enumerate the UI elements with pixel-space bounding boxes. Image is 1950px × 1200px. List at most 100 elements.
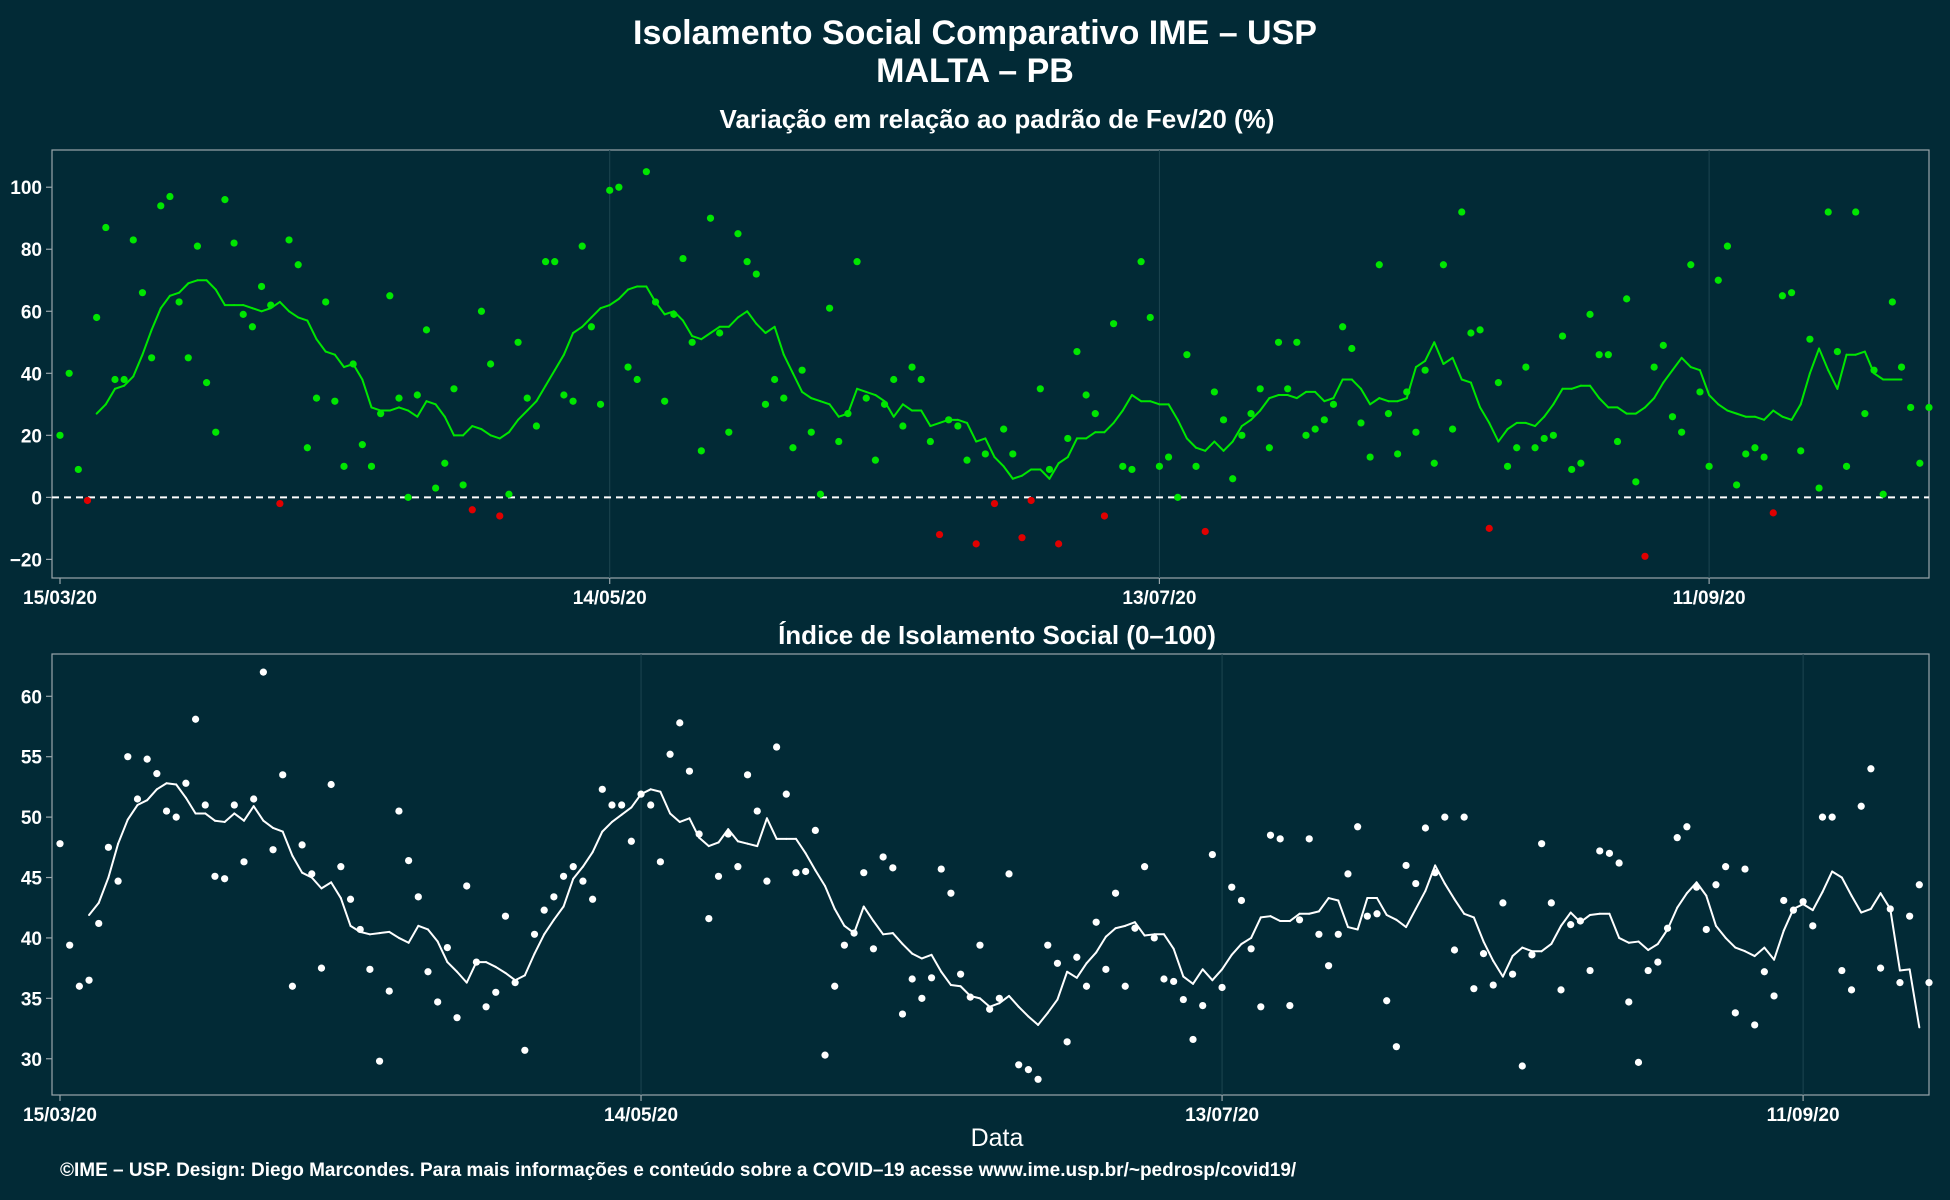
variation-trend-segment xyxy=(242,304,254,310)
variation-trend-segment xyxy=(132,353,144,378)
variation-trend-segment xyxy=(874,394,886,403)
index-trend-segment xyxy=(1472,916,1485,943)
y-tick-label: 0 xyxy=(31,488,42,509)
variation-point-positive xyxy=(789,444,797,452)
variation-point-positive xyxy=(404,493,412,501)
variation-point-positive xyxy=(1302,431,1310,439)
x-tick-label: 13/07/20 xyxy=(1122,588,1196,609)
variation-trend-segment xyxy=(1149,400,1161,406)
variation-point-positive xyxy=(651,298,660,306)
index-point xyxy=(1160,975,1168,983)
variation-trend-segment xyxy=(709,325,721,334)
variation-point-positive xyxy=(880,400,889,408)
variation-trend-segment xyxy=(1039,468,1051,480)
variation-trend-segment xyxy=(288,310,300,319)
variation-trend-segment xyxy=(1121,394,1133,412)
variation-point-positive xyxy=(899,422,907,430)
index-point xyxy=(559,872,568,880)
variation-point-negative xyxy=(496,512,504,520)
index-trend-segment xyxy=(1908,968,1921,1029)
variation-trend-segment xyxy=(1589,384,1601,400)
variation-point-positive xyxy=(1650,363,1658,371)
variation-point-positive xyxy=(358,441,366,449)
variation-point-positive xyxy=(1192,462,1200,470)
variation-point-positive xyxy=(642,168,650,176)
index-point xyxy=(714,872,723,880)
variation-point-positive xyxy=(1329,400,1338,408)
variation-point-positive xyxy=(285,236,293,244)
variation-trend-segment xyxy=(260,307,272,313)
variation-trend-segment xyxy=(214,288,226,307)
index-point xyxy=(1896,979,1904,987)
index-point xyxy=(66,941,74,949)
variation-trend-segment xyxy=(1671,356,1683,372)
index-point xyxy=(1915,881,1923,889)
index-trend-segment xyxy=(233,812,245,822)
index-point xyxy=(927,974,936,982)
index-trend-segment xyxy=(1744,950,1756,958)
index-point xyxy=(1760,968,1768,976)
variation-trend-segment xyxy=(1570,384,1582,390)
variation-trend-segment xyxy=(471,425,483,431)
variation-point-positive xyxy=(1613,437,1622,446)
variation-point-positive xyxy=(166,192,174,201)
index-trend-segment xyxy=(891,932,904,945)
index-trend-segment xyxy=(581,851,594,868)
variation-point-positive xyxy=(1238,431,1246,439)
index-point xyxy=(1644,966,1652,975)
index-point xyxy=(1354,823,1362,831)
index-point xyxy=(802,867,810,876)
variation-point-positive xyxy=(1558,332,1567,340)
variation-point-negative xyxy=(468,506,476,514)
variation-point-positive xyxy=(1229,475,1237,483)
variation-point-positive xyxy=(716,329,724,337)
index-point xyxy=(908,975,916,983)
index-point xyxy=(1538,840,1546,848)
index-trend-segment xyxy=(1811,891,1824,912)
variation-point-positive xyxy=(102,223,110,232)
variation-point-positive xyxy=(395,394,403,402)
variation-point-positive xyxy=(377,410,385,418)
index-point xyxy=(1131,924,1139,932)
variation-trend-segment xyxy=(544,369,556,387)
variation-trend-segment xyxy=(361,378,373,409)
index-point xyxy=(492,988,500,996)
index-point xyxy=(763,877,771,885)
index-trend-segment xyxy=(1317,897,1330,913)
variation-trend-segment xyxy=(1662,369,1674,384)
index-point xyxy=(56,840,64,848)
index-point xyxy=(918,994,926,1002)
variation-point-positive xyxy=(1256,385,1264,393)
variation-point-positive xyxy=(1513,444,1521,452)
index-trend-segment xyxy=(1288,912,1301,923)
variation-point-positive xyxy=(1384,410,1393,418)
variation-point-positive xyxy=(257,282,266,291)
variation-point-positive xyxy=(386,292,394,300)
variation-trend-segment xyxy=(764,325,776,334)
index-point xyxy=(1528,951,1536,959)
index-point xyxy=(530,930,539,938)
variation-trend-segment xyxy=(975,437,987,443)
index-trend-segment xyxy=(1501,955,1514,978)
variation-trend-segment xyxy=(810,397,822,403)
variation-trend-segment xyxy=(168,291,181,297)
index-point xyxy=(1450,946,1459,954)
variation-trend-segment xyxy=(599,304,611,310)
variation-trend-segment xyxy=(306,319,318,341)
variation-point-positive xyxy=(825,304,834,312)
index-trend-segment xyxy=(736,840,749,845)
index-trend-segment xyxy=(1773,929,1785,961)
variation-trend-segment xyxy=(113,384,126,390)
variation-point-negative xyxy=(1641,552,1649,560)
index-point xyxy=(637,790,645,798)
variation-point-positive xyxy=(560,391,568,399)
variation-point-positive xyxy=(1659,341,1667,349)
variation-point-positive xyxy=(331,397,339,405)
index-point xyxy=(1479,950,1488,958)
index-point xyxy=(608,801,616,809)
variation-point-positive xyxy=(688,338,696,346)
variation-trend-segment xyxy=(1469,381,1482,409)
variation-trend-segment xyxy=(846,387,859,415)
variation-trend-segment xyxy=(462,425,474,437)
